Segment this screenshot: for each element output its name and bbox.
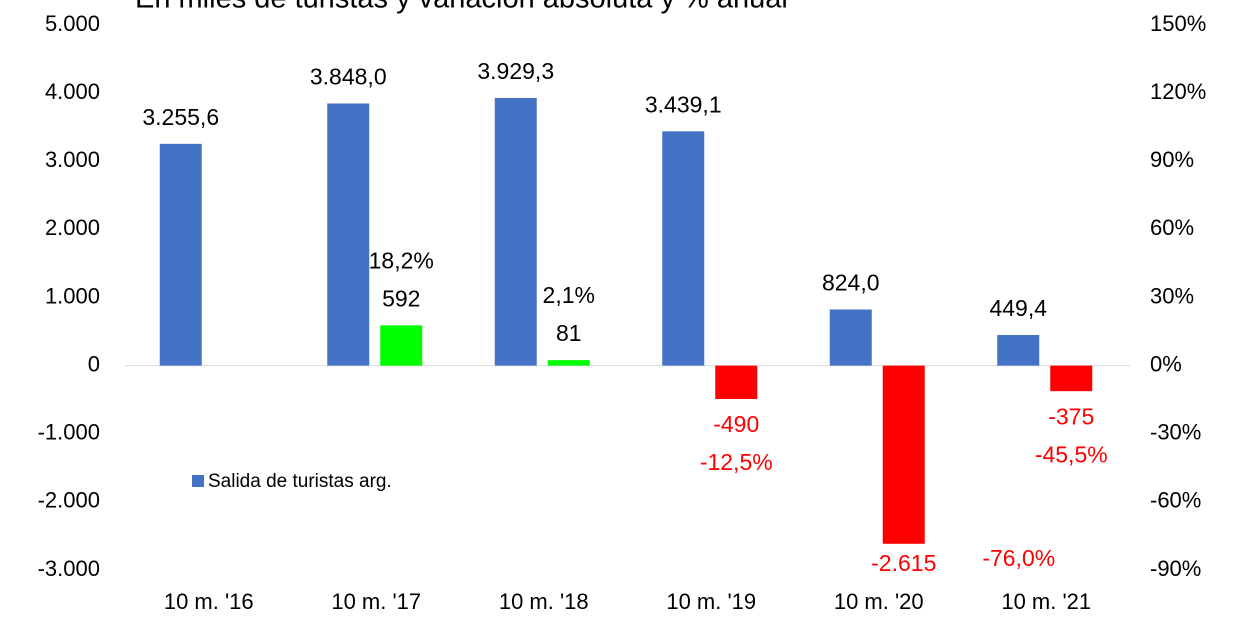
- y-tick-label: 3.000: [45, 147, 100, 172]
- data-label: 449,4: [989, 295, 1047, 321]
- chart-title: En miles de turistas y variación absolut…: [135, 0, 788, 15]
- data-label: 592: [382, 285, 420, 311]
- bar: [547, 360, 590, 366]
- x-tick-label: 10 m. '18: [499, 589, 589, 614]
- x-tick-label: 10 m. '17: [331, 589, 421, 614]
- percent-label: 18,2%: [369, 247, 434, 273]
- y-tick-label: -3.000: [38, 556, 100, 581]
- data-label: 3.929,3: [477, 58, 554, 84]
- bar: [1050, 365, 1093, 392]
- data-label: -2.615: [871, 550, 936, 576]
- bar: [829, 309, 872, 366]
- data-label: -490: [713, 411, 759, 437]
- bar: [380, 325, 423, 366]
- y2-tick-label: -90%: [1150, 556, 1201, 581]
- bar: [662, 131, 705, 366]
- y2-tick-label: 150%: [1150, 11, 1206, 36]
- x-tick-label: 10 m. '16: [164, 589, 254, 614]
- bar: [882, 365, 925, 544]
- y2-tick-label: -30%: [1150, 420, 1201, 445]
- y-tick-label: -2.000: [38, 488, 100, 513]
- y2-tick-label: 30%: [1150, 283, 1194, 308]
- y2-tick-label: 0%: [1150, 351, 1182, 376]
- x-tick-label: 10 m. '21: [1001, 589, 1091, 614]
- bar: [715, 365, 758, 400]
- y-tick-label: 1.000: [45, 283, 100, 308]
- y-tick-label: 2.000: [45, 215, 100, 240]
- data-label: 3.255,6: [142, 104, 219, 130]
- data-label: 3.848,0: [310, 64, 387, 90]
- y2-tick-label: 120%: [1150, 79, 1206, 104]
- x-tick-label: 10 m. '19: [666, 589, 756, 614]
- bar: [494, 97, 537, 366]
- legend-label: Salida de turistas arg.: [208, 471, 392, 492]
- y2-tick-label: 90%: [1150, 147, 1194, 172]
- data-label: -375: [1048, 403, 1094, 429]
- percent-label: -76,0%: [982, 545, 1055, 571]
- x-tick-label: 10 m. '20: [834, 589, 924, 614]
- bar: [327, 103, 370, 366]
- y2-tick-label: -60%: [1150, 488, 1201, 513]
- legend-swatch: [192, 475, 204, 487]
- y-tick-label: -1.000: [38, 420, 100, 445]
- y-tick-label: 4.000: [45, 79, 100, 104]
- y2-tick-label: 60%: [1150, 215, 1194, 240]
- percent-label: -12,5%: [700, 449, 773, 475]
- y-tick-label: 5.000: [45, 11, 100, 36]
- y-tick-label: 0: [88, 351, 100, 376]
- data-label: 824,0: [822, 270, 880, 296]
- percent-label: -45,5%: [1035, 441, 1108, 467]
- data-label: 3.439,1: [645, 91, 722, 117]
- bar: [997, 335, 1040, 366]
- percent-label: 2,1%: [543, 282, 595, 308]
- data-label: 81: [556, 320, 582, 346]
- bar: [159, 143, 202, 366]
